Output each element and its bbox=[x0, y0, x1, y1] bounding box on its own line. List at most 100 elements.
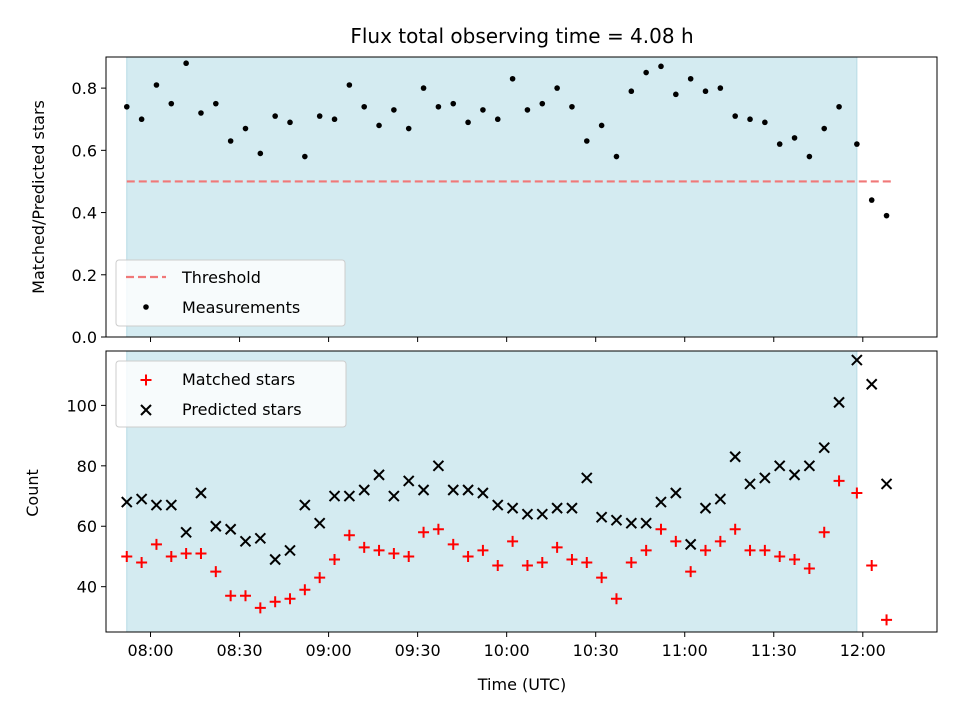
bottom-legend: Matched stars Predicted stars bbox=[115, 360, 347, 428]
measurement-point bbox=[868, 197, 875, 203]
top-y-ticks: 0.0 0.2 0.4 0.6 0.8 bbox=[72, 79, 106, 347]
matched-star-marker bbox=[121, 550, 133, 562]
predicted-star-marker bbox=[195, 487, 207, 499]
matched-star-marker bbox=[165, 550, 177, 562]
predicted-star-marker bbox=[462, 484, 474, 496]
matched-star-marker bbox=[180, 547, 192, 559]
matched-star-marker bbox=[239, 590, 251, 602]
measurement-point bbox=[480, 107, 486, 113]
predicted-star-marker bbox=[328, 490, 341, 502]
x-tick-label: 08:00 bbox=[127, 641, 173, 660]
matched-star-marker bbox=[492, 560, 504, 572]
x-tick-label: 12:00 bbox=[840, 641, 886, 660]
matched-star-marker bbox=[789, 553, 801, 565]
predicted-star-marker bbox=[477, 487, 489, 499]
measurement-point bbox=[391, 107, 397, 113]
predicted-star-marker bbox=[699, 502, 712, 514]
measurement-point bbox=[854, 141, 860, 147]
measurement-point bbox=[673, 91, 679, 98]
predicted-star-marker bbox=[851, 354, 863, 366]
predicted-star-marker bbox=[150, 499, 163, 511]
matched-star-marker bbox=[866, 560, 878, 572]
predicted-star-marker bbox=[284, 544, 296, 557]
predicted-star-marker bbox=[432, 460, 445, 472]
x-tick-label: 09:00 bbox=[306, 641, 352, 660]
matched-star-marker bbox=[670, 535, 682, 547]
measurement-point bbox=[747, 116, 753, 123]
legend-predicted-label: Predicted stars bbox=[182, 400, 302, 419]
predicted-star-marker bbox=[655, 496, 667, 508]
measurement-points bbox=[123, 60, 890, 219]
measurement-point bbox=[435, 103, 442, 110]
predicted-star-marker bbox=[165, 499, 178, 511]
predicted-star-marker bbox=[358, 484, 370, 496]
matched-star-marker bbox=[343, 529, 355, 541]
matched-star-marker bbox=[714, 535, 726, 547]
measurement-point bbox=[242, 125, 249, 132]
predicted-star-marker bbox=[640, 517, 652, 529]
matched-star-marker bbox=[507, 535, 519, 547]
matched-star-marker bbox=[581, 557, 593, 569]
measurement-point bbox=[316, 113, 323, 119]
matched-star-marker bbox=[269, 596, 281, 608]
y-tick-label: 0.8 bbox=[72, 79, 97, 98]
matched-star-markers bbox=[121, 475, 893, 626]
predicted-star-marker bbox=[714, 493, 727, 505]
x-tick-label: 11:00 bbox=[662, 641, 708, 660]
predicted-star-marker bbox=[744, 478, 756, 490]
predicted-star-marker bbox=[121, 496, 133, 508]
matched-star-marker bbox=[254, 602, 266, 614]
predicted-star-marker bbox=[610, 514, 623, 526]
matched-star-marker bbox=[358, 541, 370, 553]
top-x-ticks bbox=[150, 337, 864, 342]
measurement-point bbox=[569, 103, 575, 110]
matched-star-marker bbox=[881, 614, 893, 626]
measurement-point bbox=[658, 63, 664, 70]
x-tick-label: 09:30 bbox=[395, 641, 441, 660]
y-tick-label: 0.4 bbox=[72, 204, 97, 223]
matched-star-marker bbox=[596, 572, 608, 584]
measurement-point bbox=[227, 138, 234, 144]
predicted-star-marker bbox=[506, 502, 519, 514]
y-tick-label: 0.0 bbox=[72, 328, 97, 347]
predicted-star-marker bbox=[388, 490, 400, 502]
measurement-point bbox=[702, 88, 709, 95]
x-tick-label: 08:30 bbox=[216, 641, 262, 660]
measurement-point bbox=[494, 116, 501, 123]
matched-star-marker bbox=[729, 523, 741, 535]
matched-star-marker bbox=[447, 538, 459, 550]
matched-star-marker bbox=[403, 550, 415, 562]
measurement-point bbox=[836, 103, 842, 110]
matched-star-marker bbox=[640, 544, 652, 556]
measurement-point bbox=[331, 116, 338, 123]
matched-star-marker bbox=[521, 560, 533, 572]
predicted-star-marker bbox=[521, 508, 534, 520]
matched-star-marker bbox=[851, 487, 863, 499]
measurement-point bbox=[405, 125, 412, 132]
matched-star-marker bbox=[833, 475, 845, 487]
measurement-point bbox=[183, 60, 189, 67]
matched-star-marker bbox=[774, 550, 786, 562]
measurement-point bbox=[450, 100, 457, 107]
predicted-star-marker bbox=[625, 517, 638, 529]
x-tick-label: 11:30 bbox=[751, 641, 797, 660]
predicted-star-marker bbox=[670, 487, 682, 499]
measurement-point bbox=[821, 125, 828, 132]
predicted-star-marker bbox=[788, 469, 801, 481]
y-tick-label: 60 bbox=[77, 517, 97, 536]
measurement-point bbox=[732, 113, 738, 119]
predicted-star-marker bbox=[417, 484, 430, 496]
matched-star-marker bbox=[818, 526, 830, 538]
predicted-star-marker bbox=[403, 475, 415, 487]
matched-star-marker bbox=[551, 541, 563, 553]
measurement-point bbox=[287, 119, 293, 126]
predicted-star-marker bbox=[818, 441, 830, 454]
x-axis-label: Time (UTC) bbox=[477, 675, 566, 694]
legend-threshold-label: Threshold bbox=[181, 268, 261, 287]
measurement-point bbox=[346, 82, 353, 88]
measurement-point bbox=[376, 122, 382, 129]
measurement-point bbox=[153, 82, 160, 88]
predicted-star-marker bbox=[239, 535, 252, 548]
measurement-point bbox=[717, 85, 724, 91]
